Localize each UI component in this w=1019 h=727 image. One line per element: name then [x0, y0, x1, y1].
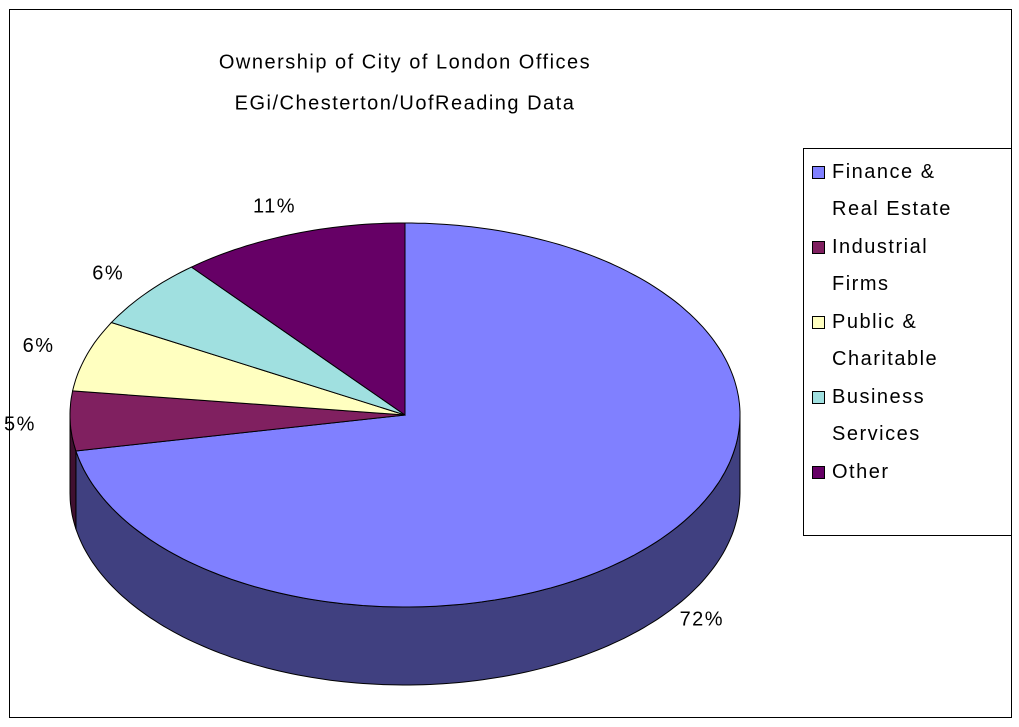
- slice: [71, 321, 406, 416]
- slice: [69, 390, 406, 452]
- legend-label: Industrial Firms: [832, 236, 928, 295]
- legend-swatch: [812, 241, 825, 254]
- legend-box: [803, 148, 1012, 536]
- legend-label: Other: [832, 461, 890, 483]
- data-label: 11%: [253, 196, 296, 218]
- chart-subtitle: EGi/Chesterton/UofReading Data: [235, 92, 576, 114]
- slice: [75, 222, 741, 608]
- slice: [110, 266, 406, 416]
- data-label: 5%: [4, 413, 36, 435]
- legend-label: Finance & Real Estate: [832, 161, 952, 220]
- slice: [190, 222, 406, 416]
- data-label: 6%: [23, 335, 55, 357]
- legend-swatch: [812, 166, 825, 179]
- legend-label: Business Services: [832, 386, 925, 445]
- chart-title: Ownership of City of London Offices: [219, 51, 591, 73]
- legend-swatch: [812, 466, 825, 479]
- legend-swatch: [812, 391, 825, 404]
- data-label: 72%: [680, 609, 725, 631]
- data-label: 6%: [92, 263, 124, 285]
- legend-swatch: [812, 316, 825, 329]
- legend-label: Public & Charitable: [832, 311, 938, 370]
